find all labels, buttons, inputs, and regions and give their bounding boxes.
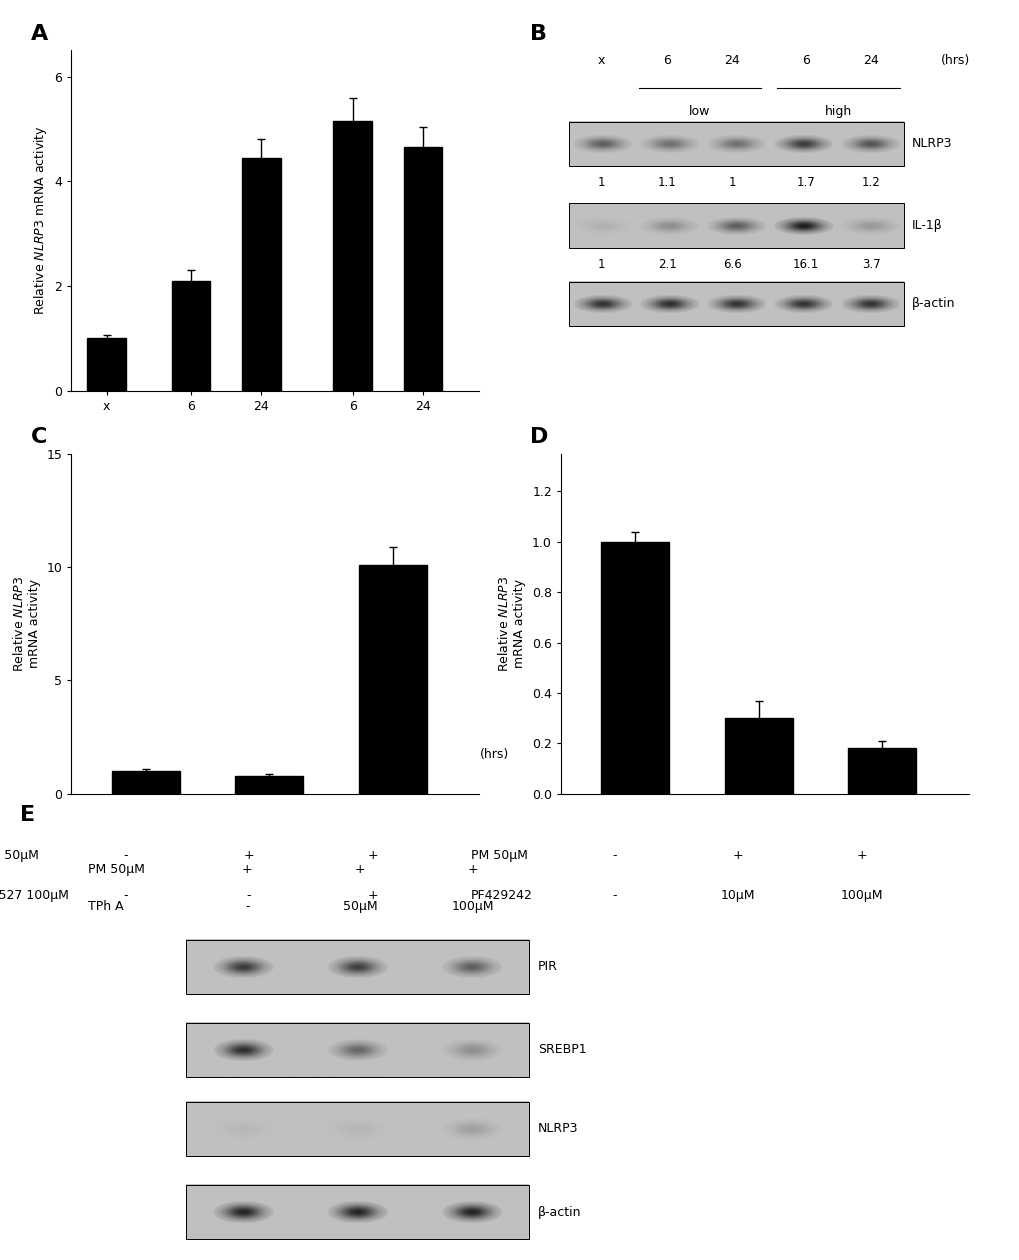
Text: (hrs): (hrs) — [479, 747, 508, 761]
Text: +: + — [355, 863, 365, 876]
Text: D: D — [530, 427, 548, 447]
Bar — [186, 1023, 528, 1077]
Text: +: + — [367, 890, 377, 902]
Text: -: - — [123, 890, 127, 902]
Text: +: + — [367, 848, 377, 862]
Text: PIR: PIR — [538, 960, 557, 973]
Text: PF429242: PF429242 — [471, 890, 533, 902]
Text: EX527 100μM: EX527 100μM — [0, 890, 68, 902]
Text: 50μM: 50μM — [342, 900, 377, 914]
Text: -: - — [612, 890, 616, 902]
Bar — [600, 542, 668, 794]
Text: 2.1: 2.1 — [657, 258, 676, 271]
Bar — [569, 282, 903, 326]
Text: 3.7: 3.7 — [861, 258, 879, 271]
Text: β-actin: β-actin — [538, 1206, 581, 1218]
Bar — [333, 121, 372, 391]
Text: IL-1β: IL-1β — [911, 219, 942, 232]
Text: SREBP1: SREBP1 — [538, 1043, 586, 1056]
Text: 100μM: 100μM — [840, 890, 882, 902]
Bar — [235, 776, 303, 794]
Text: C: C — [31, 427, 47, 447]
Bar — [569, 122, 903, 166]
Text: β-actin: β-actin — [911, 297, 955, 310]
Text: +: + — [856, 848, 866, 862]
Text: 6.6: 6.6 — [722, 258, 741, 271]
Text: TPh A: TPh A — [88, 900, 123, 914]
Bar — [186, 940, 528, 994]
Text: 1.1: 1.1 — [657, 176, 676, 189]
Y-axis label: Relative $\it{NLRP3}$
mRNA activity: Relative $\it{NLRP3}$ mRNA activity — [12, 576, 41, 672]
Text: 10μM: 10μM — [720, 890, 755, 902]
Bar — [111, 771, 179, 794]
Text: 6: 6 — [801, 54, 809, 68]
Text: NLRP3: NLRP3 — [911, 137, 952, 150]
Text: -: - — [123, 848, 127, 862]
Text: x: x — [597, 54, 605, 68]
Text: -: - — [612, 848, 616, 862]
Y-axis label: Relative $\it{NLRP3}$
mRNA activity: Relative $\it{NLRP3}$ mRNA activity — [497, 576, 526, 672]
Text: 1.7: 1.7 — [796, 176, 814, 189]
Text: 100μM: 100μM — [450, 900, 493, 914]
Text: +: + — [242, 863, 253, 876]
Text: PM 50μM: PM 50μM — [88, 863, 145, 876]
Text: PM 50μM: PM 50μM — [0, 848, 39, 862]
Bar — [171, 281, 210, 391]
Bar — [569, 203, 903, 248]
Text: B: B — [530, 24, 547, 44]
Text: -: - — [247, 890, 251, 902]
Bar — [242, 158, 280, 391]
Text: 24: 24 — [862, 54, 878, 68]
Text: +: + — [244, 848, 254, 862]
Text: 6: 6 — [662, 54, 671, 68]
Bar — [186, 1184, 528, 1239]
Text: high: high — [824, 105, 851, 118]
Text: +: + — [733, 848, 743, 862]
Text: PM 50μM: PM 50μM — [471, 848, 528, 862]
Text: 1: 1 — [597, 258, 605, 271]
Bar — [359, 564, 426, 794]
Text: low: low — [232, 503, 253, 515]
Bar — [848, 748, 915, 794]
Bar — [186, 1101, 528, 1155]
Text: +: + — [467, 863, 477, 876]
Text: 16.1: 16.1 — [792, 258, 818, 271]
Bar — [725, 718, 792, 794]
Text: high: high — [380, 503, 407, 515]
Text: NLRP3: NLRP3 — [538, 1123, 578, 1135]
Y-axis label: Relative $\it{NLRP3}$ mRNA activity: Relative $\it{NLRP3}$ mRNA activity — [32, 126, 49, 315]
Bar — [88, 338, 125, 391]
Text: 1.2: 1.2 — [861, 176, 879, 189]
Text: A: A — [31, 24, 48, 44]
Text: 24: 24 — [723, 54, 740, 68]
Text: -: - — [245, 900, 250, 914]
Bar — [404, 147, 442, 391]
Text: (hrs): (hrs) — [940, 54, 969, 68]
Text: E: E — [20, 805, 36, 825]
Text: 1: 1 — [728, 176, 736, 189]
Text: 1: 1 — [597, 176, 605, 189]
Text: low: low — [689, 105, 709, 118]
